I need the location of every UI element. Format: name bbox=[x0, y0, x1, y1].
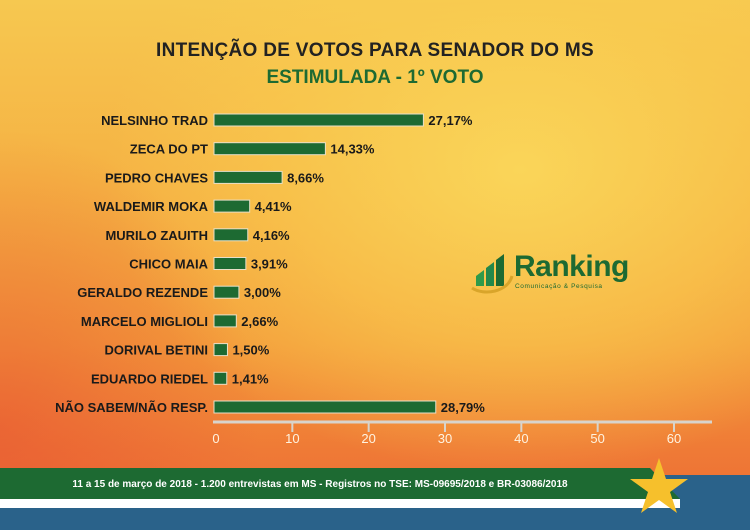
value-label: 28,79% bbox=[441, 400, 486, 415]
category-label: CHICO MAIA bbox=[129, 257, 208, 272]
value-label: 4,16% bbox=[253, 228, 290, 243]
category-label: PEDRO CHAVES bbox=[105, 170, 208, 185]
x-tick-label: 50 bbox=[590, 431, 604, 446]
x-tick-label: 40 bbox=[514, 431, 528, 446]
ranking-logo: Ranking Comunicação & Pesquisa bbox=[470, 250, 630, 296]
bar bbox=[213, 257, 247, 270]
value-label: 8,66% bbox=[287, 170, 324, 185]
bar bbox=[213, 400, 437, 414]
bar bbox=[213, 285, 240, 299]
x-tick-label: 10 bbox=[285, 431, 299, 446]
category-label: EDUARDO RIEDEL bbox=[91, 371, 208, 386]
x-tick-label: 0 bbox=[212, 431, 219, 446]
x-tick-label: 20 bbox=[361, 431, 375, 446]
bar bbox=[213, 199, 251, 213]
bar bbox=[213, 142, 326, 156]
value-label: 1,50% bbox=[232, 343, 269, 358]
x-tick-label: 60 bbox=[667, 431, 681, 446]
value-label: 14,33% bbox=[330, 142, 375, 157]
bar bbox=[213, 170, 283, 184]
value-label: 2,66% bbox=[241, 314, 278, 329]
bar bbox=[213, 228, 249, 242]
value-label: 1,41% bbox=[232, 371, 269, 386]
value-label: 27,17% bbox=[428, 113, 473, 128]
bar bbox=[213, 113, 424, 127]
category-label: NÃO SABEM/NÃO RESP. bbox=[55, 400, 208, 415]
value-label: 4,41% bbox=[255, 199, 292, 214]
category-label: GERALDO REZENDE bbox=[77, 285, 208, 300]
category-label: MURILO ZAUITH bbox=[105, 228, 208, 243]
logo-tagline: Comunicação & Pesquisa bbox=[515, 283, 603, 290]
logo-wordmark: Ranking bbox=[514, 250, 629, 283]
category-label: MARCELO MIGLIOLI bbox=[81, 314, 208, 329]
logo-bars-icon bbox=[471, 254, 514, 294]
category-label: DORIVAL BETINI bbox=[104, 343, 208, 358]
x-tick-label: 30 bbox=[438, 431, 452, 446]
value-label: 3,00% bbox=[244, 285, 281, 300]
footer-note: 11 a 15 de março de 2018 - 1.200 entrevi… bbox=[72, 479, 568, 490]
chart-subtitle: ESTIMULADA - 1º VOTO bbox=[266, 67, 484, 88]
category-label: ZECA DO PT bbox=[130, 142, 208, 157]
category-label: WALDEMIR MOKA bbox=[94, 199, 209, 214]
bar bbox=[213, 371, 228, 385]
chart-title: INTENÇÃO DE VOTOS PARA SENADOR DO MS bbox=[156, 40, 594, 61]
value-label: 3,91% bbox=[251, 257, 288, 272]
category-label: NELSINHO TRAD bbox=[101, 113, 208, 128]
bar bbox=[213, 343, 228, 357]
bar bbox=[213, 314, 237, 328]
